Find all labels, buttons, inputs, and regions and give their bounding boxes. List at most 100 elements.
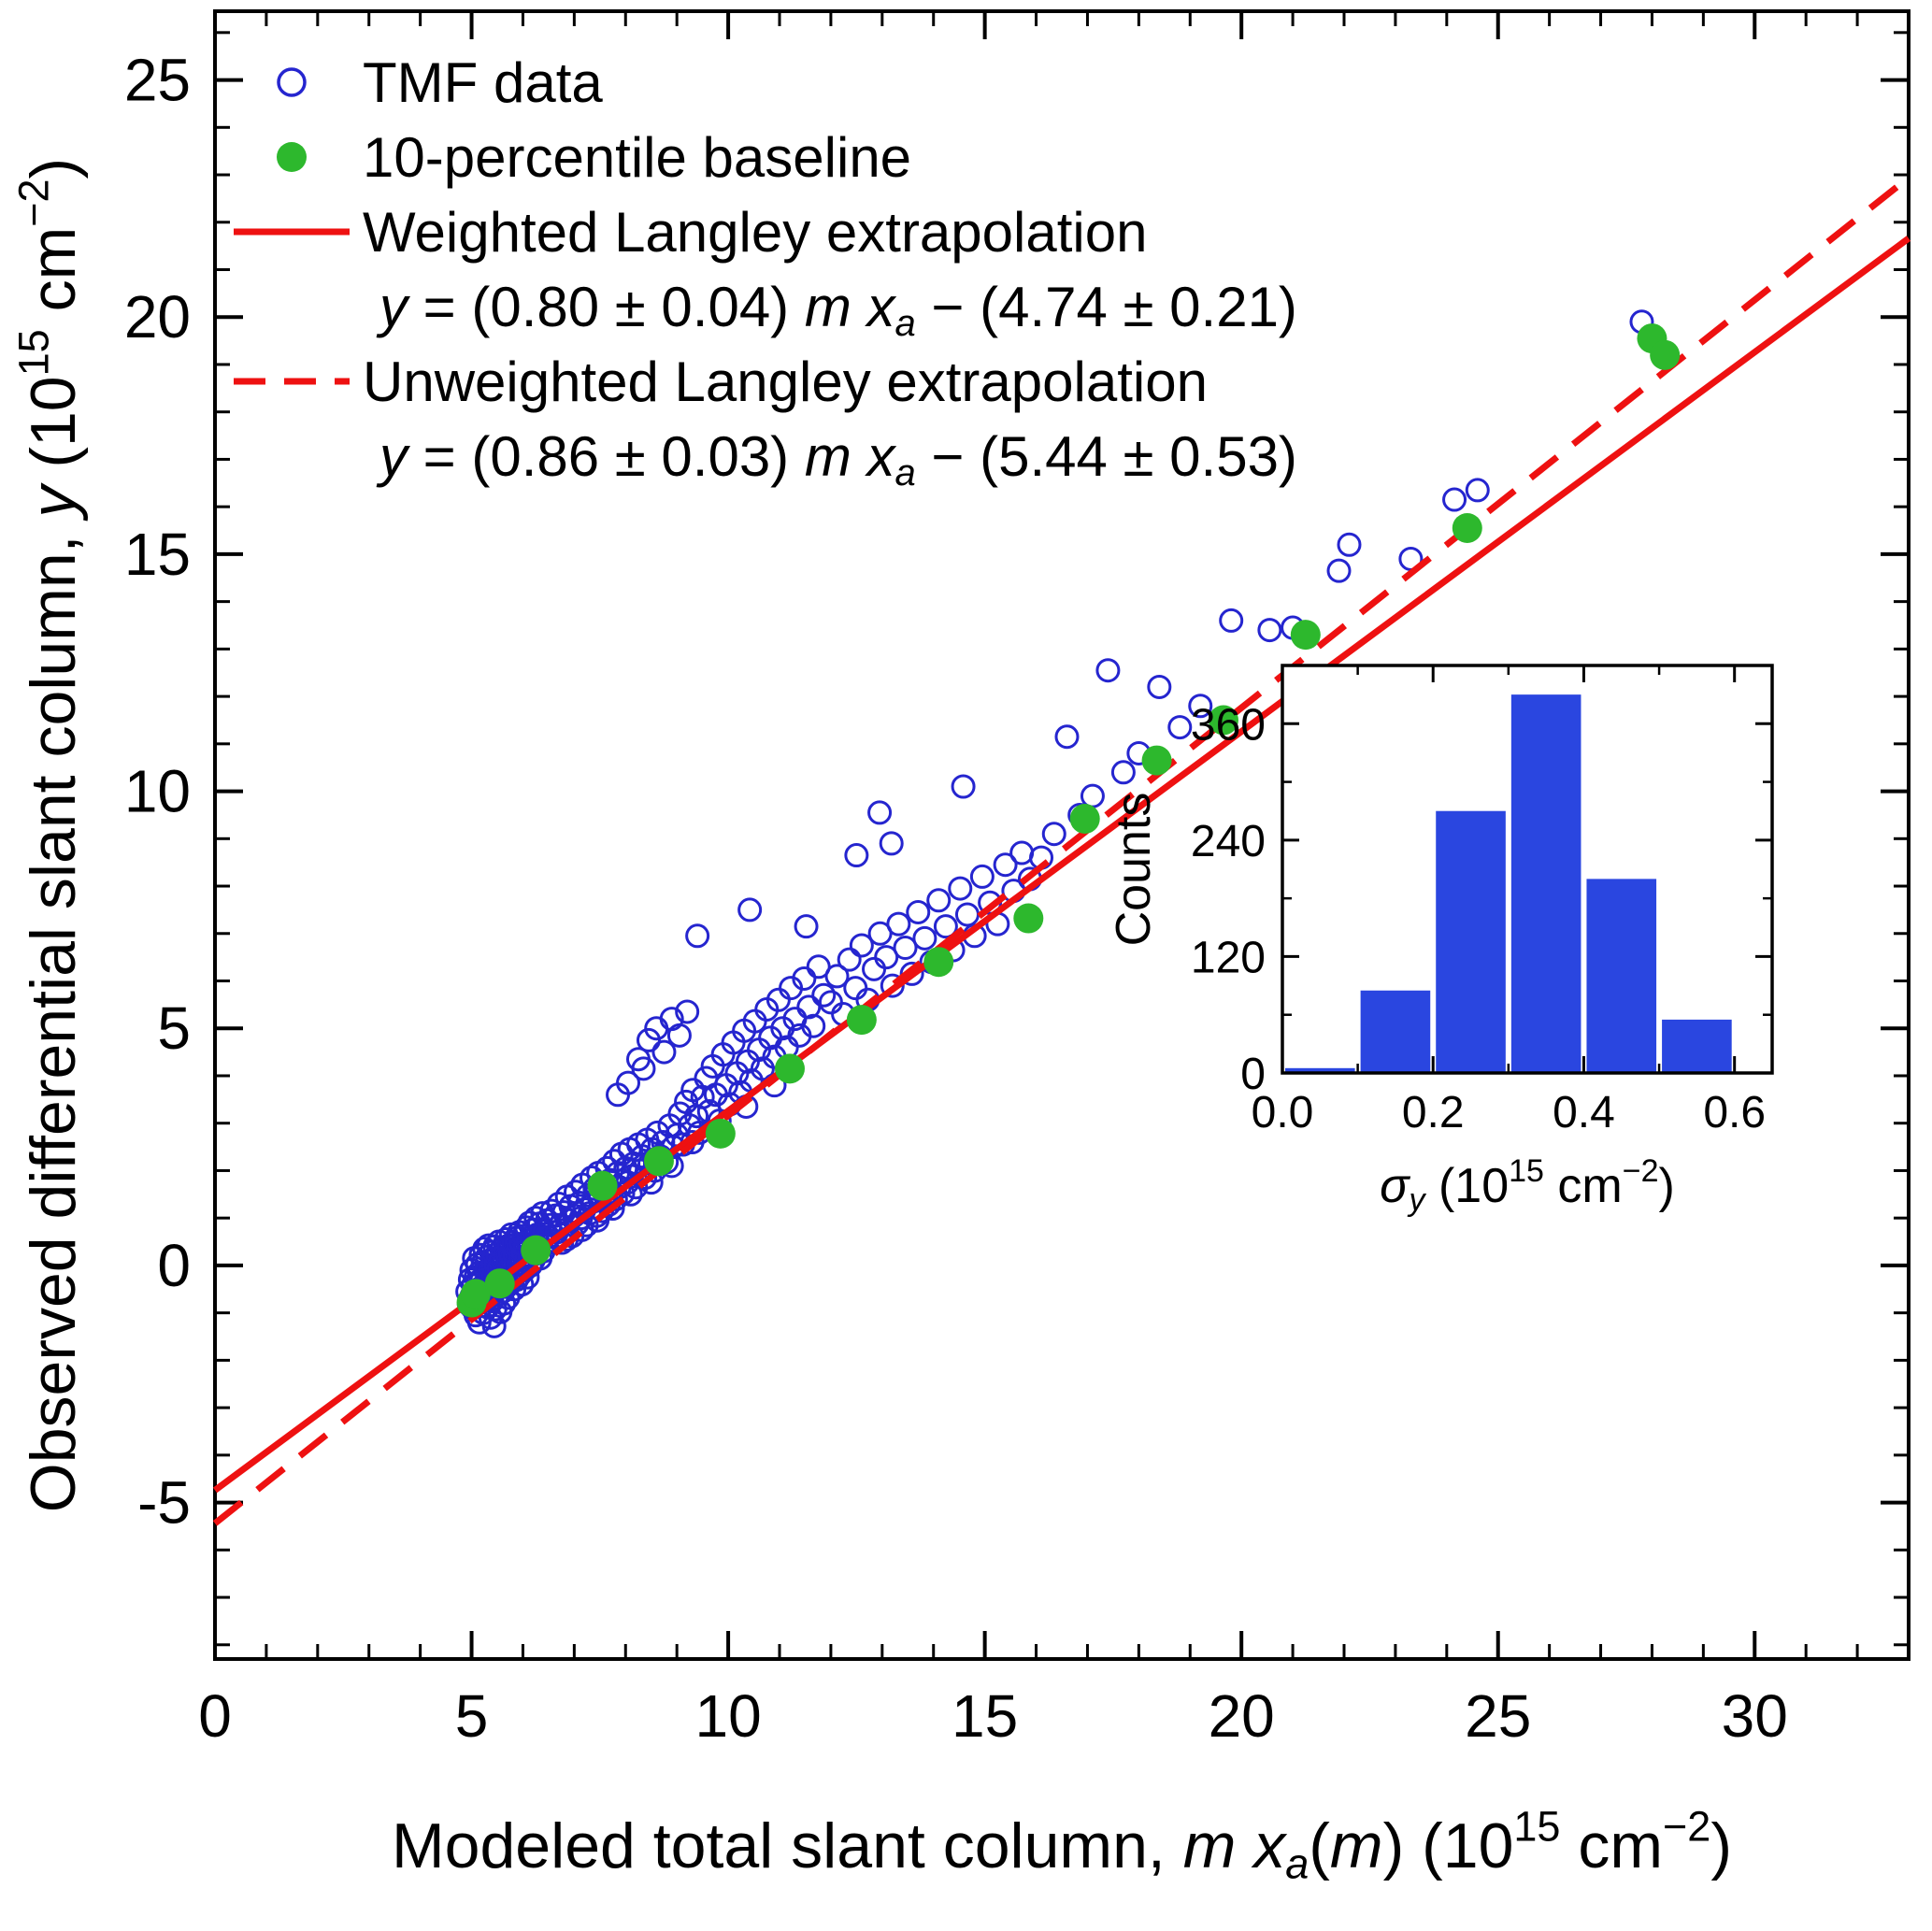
baseline-point bbox=[460, 1279, 491, 1309]
tmf-data-point bbox=[675, 999, 700, 1024]
y-tick-label: 10 bbox=[124, 758, 191, 825]
tmf-data-point bbox=[616, 1070, 641, 1095]
inset-x-tick-label: 0.2 bbox=[1402, 1088, 1465, 1137]
tmf-data-point bbox=[685, 923, 710, 949]
legend-label-weighted: Weighted Langley extrapolation bbox=[363, 201, 1147, 264]
inset-histogram: 0.0 0.2 0.4 0.6 0 120 240 360 σy (1015 cm−2) Coun… bbox=[1107, 664, 1774, 1218]
tmf-data-point bbox=[824, 964, 850, 989]
inset-y-axis-title: Counts bbox=[1107, 793, 1161, 947]
y-tick-label: 20 bbox=[124, 283, 191, 350]
baseline-point bbox=[587, 1170, 618, 1201]
legend-label-unweighted: Unweighted Langley extrapolation bbox=[363, 350, 1208, 413]
tmf-data-point bbox=[1465, 478, 1490, 503]
inset-frame bbox=[1281, 664, 1774, 1075]
tmf-data-point bbox=[631, 1056, 656, 1081]
tmf-data-point bbox=[666, 1023, 692, 1048]
legend: TMF data 10-percentile baseline Weighted L… bbox=[234, 51, 1297, 493]
histogram-bar bbox=[1285, 1067, 1355, 1073]
inset-x-axis-title: σy (1015 cm−2) bbox=[1380, 1153, 1675, 1218]
baseline-series bbox=[456, 323, 1681, 1318]
tmf-data-point bbox=[867, 921, 893, 946]
tmf-data-point bbox=[1095, 658, 1121, 683]
x-tick-label: 15 bbox=[952, 1682, 1018, 1750]
x-tick-label: 10 bbox=[694, 1682, 761, 1750]
tmf-data-point bbox=[811, 982, 837, 1008]
tmf-data-point bbox=[874, 945, 899, 970]
x-axis-title: Modeled total slant column, m xa(m) (101… bbox=[392, 1802, 1732, 1887]
tmf-data-point bbox=[837, 947, 862, 972]
baseline-point bbox=[643, 1146, 674, 1177]
unweighted-fit-line bbox=[212, 175, 1911, 1526]
baseline-point bbox=[923, 947, 954, 978]
histogram-bar bbox=[1662, 1019, 1732, 1073]
baseline-point bbox=[1290, 620, 1321, 651]
tmf-data-point bbox=[844, 843, 869, 868]
legend-filled-circle-marker bbox=[277, 142, 307, 172]
y-tick-label: 25 bbox=[124, 47, 191, 114]
y-tick-label: 5 bbox=[157, 994, 191, 1062]
y-tick-label: -5 bbox=[137, 1469, 191, 1537]
baseline-point bbox=[484, 1268, 515, 1299]
tmf-data-point bbox=[636, 1027, 661, 1052]
tmf-data-point bbox=[1257, 618, 1282, 643]
tmf-data-point bbox=[1054, 724, 1080, 750]
legend-equation-weighted: y = (0.80 ± 0.04) m xa − (4.74 ± 0.21) bbox=[376, 276, 1297, 344]
baseline-point bbox=[1650, 339, 1681, 370]
tmf-data-point bbox=[893, 935, 918, 960]
tmf-data-point bbox=[1442, 487, 1467, 512]
y-tick-label: 0 bbox=[157, 1232, 191, 1299]
baseline-point bbox=[1208, 705, 1238, 736]
x-tick-label: 25 bbox=[1465, 1682, 1531, 1750]
x-tick-label: 20 bbox=[1209, 1682, 1275, 1750]
baseline-point bbox=[705, 1118, 736, 1149]
x-tick-label: 0 bbox=[198, 1682, 232, 1750]
plot-frame bbox=[213, 9, 1911, 1661]
baseline-point bbox=[1013, 903, 1044, 934]
legend-label-baseline: 10-percentile baseline bbox=[363, 126, 911, 189]
tmf-data-point bbox=[1188, 694, 1213, 719]
tmf-data-point bbox=[801, 1013, 826, 1038]
tmf-data-point bbox=[906, 899, 931, 924]
tmf-data-point bbox=[1337, 532, 1362, 557]
inset-x-tick-label: 0.0 bbox=[1252, 1088, 1314, 1137]
inset-y-tick-label: 240 bbox=[1191, 817, 1266, 866]
tmf-data-point bbox=[792, 966, 817, 991]
tmf-data-point bbox=[690, 1084, 715, 1109]
y-tick-label: 15 bbox=[124, 521, 191, 588]
tmf-data-point bbox=[933, 914, 958, 939]
tmf-data-point bbox=[993, 852, 1018, 878]
tmf-data-point bbox=[1326, 558, 1352, 583]
inset-y-tick-label: 120 bbox=[1191, 933, 1266, 982]
tmf-data-point bbox=[1219, 608, 1244, 633]
histogram-bar bbox=[1436, 810, 1506, 1073]
baseline-point bbox=[1069, 803, 1100, 834]
tmf-data-point bbox=[948, 876, 973, 901]
tmf-data-point bbox=[912, 925, 937, 951]
tmf-data-point bbox=[481, 1313, 507, 1338]
x-tick-label: 5 bbox=[455, 1682, 489, 1750]
tmf-data-point bbox=[651, 1039, 677, 1065]
tmf-data-point bbox=[926, 888, 952, 913]
baseline-point bbox=[1141, 745, 1172, 776]
tmf-data-point bbox=[737, 897, 763, 923]
baseline-point bbox=[846, 1005, 877, 1036]
histogram-bar bbox=[1510, 694, 1581, 1073]
tmf-data-point bbox=[1110, 760, 1136, 785]
inset-x-tick-label: 0.6 bbox=[1703, 1088, 1766, 1137]
y-axis-title: Observed differential slant column, y (1… bbox=[9, 158, 89, 1512]
tmf-data-point bbox=[1167, 715, 1193, 740]
tmf-data-point bbox=[794, 914, 819, 939]
inset-x-tick-label: 0.4 bbox=[1553, 1088, 1615, 1137]
tmf-data-point bbox=[1147, 674, 1172, 699]
baseline-point bbox=[1452, 512, 1482, 543]
tmf-data-point bbox=[899, 961, 924, 986]
tmf-data-point bbox=[880, 973, 905, 998]
baseline-point bbox=[774, 1053, 805, 1084]
x-tick-label: 30 bbox=[1722, 1682, 1788, 1750]
tmf-data-point bbox=[951, 774, 976, 799]
tmf-data-point bbox=[879, 831, 904, 856]
histogram-bar bbox=[1360, 990, 1431, 1073]
tmf-data-point bbox=[1041, 822, 1066, 847]
